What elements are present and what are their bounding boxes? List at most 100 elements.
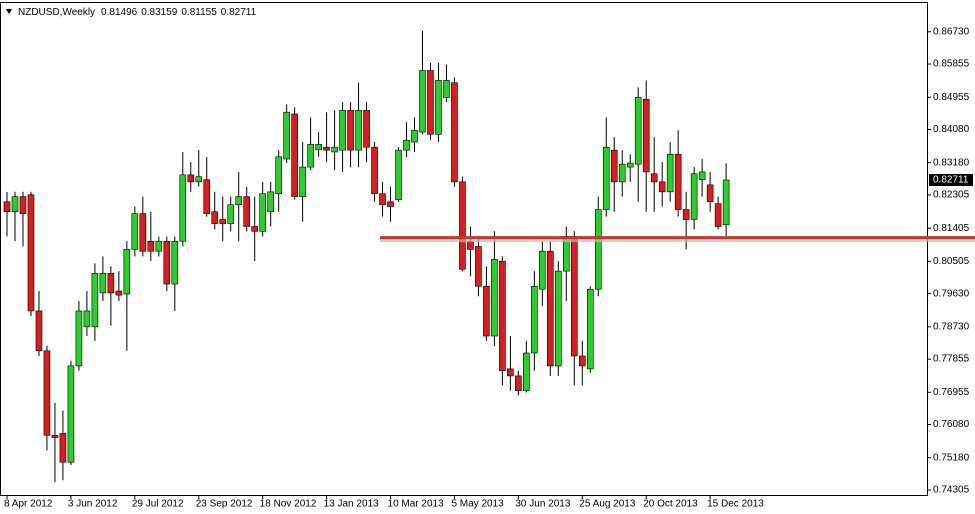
candle-body bbox=[523, 352, 530, 391]
candle-body bbox=[674, 153, 682, 210]
x-tick-label: 13 Jan 2013 bbox=[324, 499, 379, 510]
x-tick-label: 23 Sep 2012 bbox=[196, 499, 253, 510]
candle-body bbox=[539, 250, 546, 290]
y-tick-label: 0.78730 bbox=[933, 321, 970, 332]
y-tick-label: 0.81405 bbox=[933, 223, 970, 234]
high-value: 0.83159 bbox=[141, 7, 178, 18]
candle-body bbox=[395, 149, 402, 200]
candle-body bbox=[642, 98, 650, 173]
candle-body bbox=[323, 146, 330, 151]
candle-body bbox=[299, 166, 306, 197]
candle-body bbox=[27, 194, 35, 312]
candle-body bbox=[347, 110, 354, 151]
candle-body bbox=[586, 288, 594, 370]
close-value: 0.82711 bbox=[221, 7, 257, 18]
candle-body bbox=[371, 146, 378, 194]
x-tick-label: 15 Dec 2013 bbox=[707, 499, 764, 510]
candle-body bbox=[507, 368, 514, 377]
candle-body bbox=[594, 209, 602, 290]
y-tick-label: 0.76080 bbox=[933, 419, 970, 430]
candle-body bbox=[99, 273, 107, 294]
plot-frame bbox=[0, 2, 928, 496]
candle-body bbox=[682, 209, 690, 220]
y-tick-label: 0.83180 bbox=[933, 157, 970, 168]
candle-body bbox=[35, 310, 43, 352]
symbol: NZDUSD,Weekly bbox=[18, 7, 95, 18]
candle-body bbox=[227, 204, 235, 224]
candle-body bbox=[307, 143, 314, 168]
open-value: 0.81496 bbox=[101, 7, 138, 18]
candle-body bbox=[610, 149, 618, 183]
candle-body bbox=[427, 70, 434, 135]
candle-body bbox=[379, 193, 386, 206]
candle-body bbox=[43, 350, 51, 436]
candle-body bbox=[626, 162, 634, 168]
candle-body bbox=[331, 146, 338, 153]
candle-body bbox=[499, 260, 506, 372]
y-tick-label: 0.79630 bbox=[933, 288, 970, 299]
candle-body bbox=[11, 196, 19, 213]
candle-body bbox=[483, 285, 490, 337]
candle-body bbox=[578, 355, 586, 367]
y-tick-label: 0.84080 bbox=[933, 124, 970, 135]
menu-triangle bbox=[6, 9, 12, 14]
candle-body bbox=[419, 70, 426, 133]
candle-body bbox=[547, 250, 554, 367]
candle-body bbox=[475, 246, 482, 287]
candle-body bbox=[267, 191, 274, 213]
low-value: 0.81155 bbox=[181, 7, 217, 18]
candle-body bbox=[443, 80, 450, 98]
candle-body bbox=[355, 110, 362, 151]
x-tick-label: 29 Jul 2012 bbox=[132, 499, 184, 510]
header: NZDUSD,Weekly 0.81496 0.83159 0.81155 0.8271… bbox=[18, 7, 257, 18]
candle-body bbox=[75, 310, 83, 367]
candle-body bbox=[363, 110, 370, 148]
candle-body bbox=[179, 174, 187, 242]
candle-body bbox=[714, 203, 722, 227]
candle-body bbox=[235, 196, 243, 206]
candle-body bbox=[602, 146, 610, 210]
candle-body bbox=[3, 201, 11, 213]
candle-body bbox=[315, 143, 322, 151]
candle-body bbox=[387, 201, 394, 207]
y-tick-label: 0.86730 bbox=[933, 26, 970, 37]
candle-body bbox=[275, 156, 282, 194]
candle-body bbox=[467, 240, 474, 250]
y-tick-label: 0.76955 bbox=[933, 387, 970, 398]
x-tick-label: 25 Aug 2013 bbox=[579, 499, 636, 510]
candle-body bbox=[555, 270, 562, 367]
x-tick-label: 3 Jun 2012 bbox=[68, 499, 118, 510]
candle-body bbox=[115, 290, 123, 296]
y-tick-label: 0.80505 bbox=[933, 256, 970, 267]
candle-body bbox=[650, 173, 658, 183]
candle-body bbox=[339, 110, 346, 151]
candle-body bbox=[59, 433, 67, 463]
x-tick-label: 20 Oct 2013 bbox=[643, 499, 698, 510]
candle-body bbox=[187, 174, 195, 183]
x-tick-label: 5 May 2013 bbox=[451, 499, 504, 510]
candle-body bbox=[491, 259, 498, 337]
candle-body bbox=[435, 80, 442, 135]
y-tick-label: 0.77855 bbox=[933, 354, 970, 365]
y-tick-label: 0.84955 bbox=[933, 92, 970, 103]
candle-body bbox=[211, 211, 219, 224]
candle-body bbox=[155, 240, 163, 252]
candle-body bbox=[658, 181, 666, 193]
price-label-box bbox=[929, 173, 973, 186]
candle-body bbox=[147, 240, 155, 252]
candle-body bbox=[123, 249, 131, 295]
candle-body bbox=[531, 285, 538, 354]
candle-body bbox=[131, 213, 139, 250]
y-tick-label: 0.85855 bbox=[933, 59, 970, 70]
candle-body bbox=[411, 129, 418, 143]
candle-body bbox=[243, 196, 250, 227]
candle-body bbox=[51, 434, 59, 438]
price-label: 0.82711 bbox=[933, 175, 969, 186]
candle-body bbox=[83, 310, 91, 328]
x-tick-label: 18 Nov 2012 bbox=[260, 499, 317, 510]
candle-body bbox=[698, 171, 706, 180]
candle-body bbox=[251, 226, 258, 232]
candle-body bbox=[618, 163, 626, 183]
